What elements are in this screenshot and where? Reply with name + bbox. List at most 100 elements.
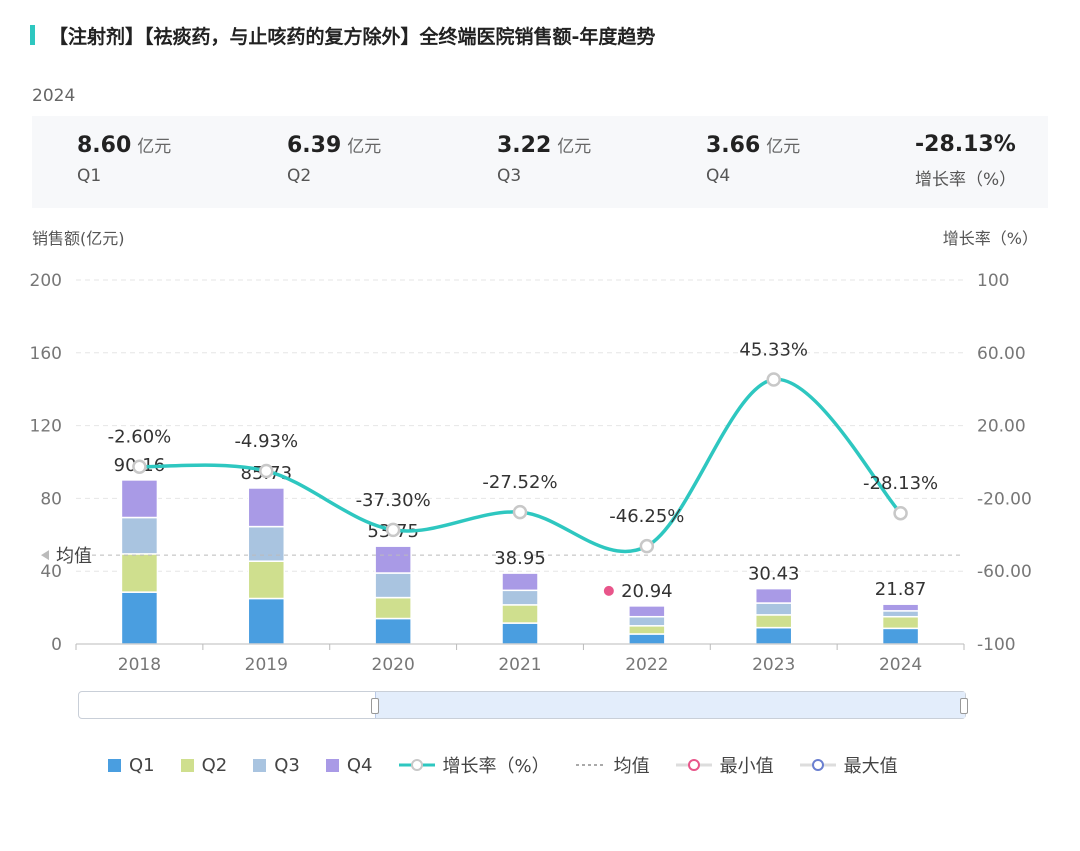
growth-line-icon [398, 759, 435, 771]
legend-item-q1[interactable]: Q1 [108, 755, 155, 776]
kpi-unit: 亿元 [557, 137, 592, 157]
bar-segment-q4 [120, 479, 159, 519]
kpi-label: 增长率（%） [915, 170, 1017, 190]
zoom-slider[interactable] [78, 691, 968, 719]
y-tick-left: 0 [51, 635, 62, 655]
legend-label: 均值 [613, 756, 650, 777]
x-tick-label: 2018 [118, 655, 161, 675]
zoom-handle-left[interactable] [371, 698, 379, 714]
total-label: 21.87 [875, 579, 927, 600]
legend-item-min[interactable]: 最小值 [675, 752, 774, 778]
x-axis: 2018 2019 2020 2021 2022 2023 2024 [75, 643, 965, 675]
bar-segment-q3 [374, 572, 412, 599]
chart-title: 【注射剂】【祛痰药，与止咳药的复方除外】全终端医院销售额-年度趋势 [49, 25, 656, 48]
y-tick-right: 20.00 [977, 417, 1026, 437]
legend-label: 最大值 [843, 756, 898, 777]
min-marker-dot [603, 585, 614, 596]
legend-swatch [253, 758, 267, 772]
average-line: 均值 [41, 546, 964, 567]
kpi-label: Q4 [706, 166, 731, 186]
y-tick-left: 40 [40, 562, 62, 582]
dashed-line-icon [575, 764, 606, 766]
total-label: 53.75 [367, 521, 419, 542]
bar-segment-q1 [247, 597, 286, 645]
zoom-slider-selection[interactable] [375, 692, 965, 718]
chart-title-bar: 【注射剂】【祛痰药，与止咳药的复方除外】全终端医院销售额-年度趋势 [30, 22, 655, 48]
x-tick-label: 2019 [245, 655, 288, 675]
bar-segment-q2 [881, 615, 920, 630]
growth-point [512, 504, 528, 520]
y-tick-left: 80 [40, 489, 62, 509]
y-tick-left: 200 [30, 271, 62, 291]
growth-curve [139, 377, 902, 554]
total-labels: 90.16 85.73 53.75 38.95 20.94 30.43 21.87 [114, 455, 927, 602]
bar-segment-q2 [754, 614, 793, 629]
bar-segment-q4 [628, 605, 666, 618]
bar-segment-q3 [501, 589, 539, 606]
legend-label: 增长率（%） [442, 756, 550, 777]
kpi-label: Q1 [77, 166, 102, 186]
bar-segment-q3 [881, 610, 920, 618]
zoom-handle-right[interactable] [960, 698, 968, 714]
kpi-value: 3.66 [706, 133, 761, 158]
growth-label: -4.93% [234, 431, 298, 452]
bar-segment-q2 [501, 604, 539, 624]
y-tick-right: -20.00 [977, 489, 1032, 509]
kpi-q3: 3.22 亿元 Q3 [497, 132, 591, 186]
total-label: 38.95 [494, 548, 546, 569]
legend-label: Q2 [201, 754, 228, 776]
kpi-value: -28.13% [915, 132, 1016, 157]
gridlines [76, 279, 964, 572]
title-accent-bar [30, 25, 35, 45]
kpi-value: 8.60 [77, 133, 132, 158]
bar-segment-q2 [374, 596, 412, 620]
kpi-value: 3.22 [497, 133, 552, 158]
total-label: 20.94 [621, 581, 673, 602]
x-tick-label: 2021 [498, 655, 541, 675]
bar-segment-q1 [501, 622, 539, 645]
bar-segment-q2 [628, 625, 666, 635]
x-tick-label: 2023 [752, 655, 795, 675]
legend-label: Q3 [274, 754, 300, 776]
x-tick-label: 2022 [625, 655, 668, 675]
bar-segment-q4 [247, 487, 286, 528]
legend-item-q4[interactable]: Q4 [325, 754, 373, 776]
bar-segment-q1 [120, 591, 159, 645]
bar-segment-q4 [501, 572, 539, 592]
legend: Q1 Q2 Q3 Q4 增长率（%） 均值 最小值 最大值 [108, 752, 924, 778]
min-marker-icon [675, 759, 712, 771]
kpi-growth: -28.13% 增长率（%） [915, 132, 1016, 190]
bar-segment-q2 [120, 553, 159, 593]
average-label: 均值 [56, 546, 92, 567]
x-tick-label: 2020 [372, 655, 415, 675]
kpi-label: Q3 [497, 166, 522, 186]
legend-item-q3[interactable]: Q3 [253, 755, 300, 776]
left-y-ticks: 0 40 80 120 160 200 [30, 271, 62, 655]
y-tick-right: 60.00 [977, 344, 1026, 364]
growth-point [385, 522, 401, 538]
legend-label: Q1 [129, 754, 155, 776]
legend-swatch [325, 758, 339, 772]
bars [120, 479, 920, 645]
legend-swatch [108, 758, 121, 772]
bar-segment-q2 [247, 560, 286, 600]
growth-label: -28.13% [863, 473, 938, 494]
growth-point [259, 463, 274, 479]
bar-segment-q1 [374, 617, 412, 645]
y-tick-right: -60.00 [977, 562, 1032, 582]
legend-label: Q4 [346, 754, 373, 776]
legend-item-growth[interactable]: 增长率（%） [398, 752, 550, 778]
growth-point [893, 505, 908, 521]
max-marker-icon [799, 759, 836, 771]
legend-item-max[interactable]: 最大值 [799, 752, 898, 778]
legend-item-average[interactable]: 均值 [575, 752, 650, 778]
total-label: 90.16 [114, 455, 166, 476]
growth-label: -37.30% [356, 490, 431, 511]
average-arrow-icon [41, 550, 49, 561]
growth-line: -2.60% -4.93% -37.30% -27.52% -46.25% 45.33% -… [108, 339, 938, 554]
kpi-unit: 亿元 [137, 137, 172, 157]
legend-item-q2[interactable]: Q2 [180, 754, 228, 776]
x-tick-label: 2024 [879, 655, 922, 675]
kpi-q2: 6.39 亿元 Q2 [287, 132, 381, 186]
growth-label: -46.25% [609, 506, 684, 527]
